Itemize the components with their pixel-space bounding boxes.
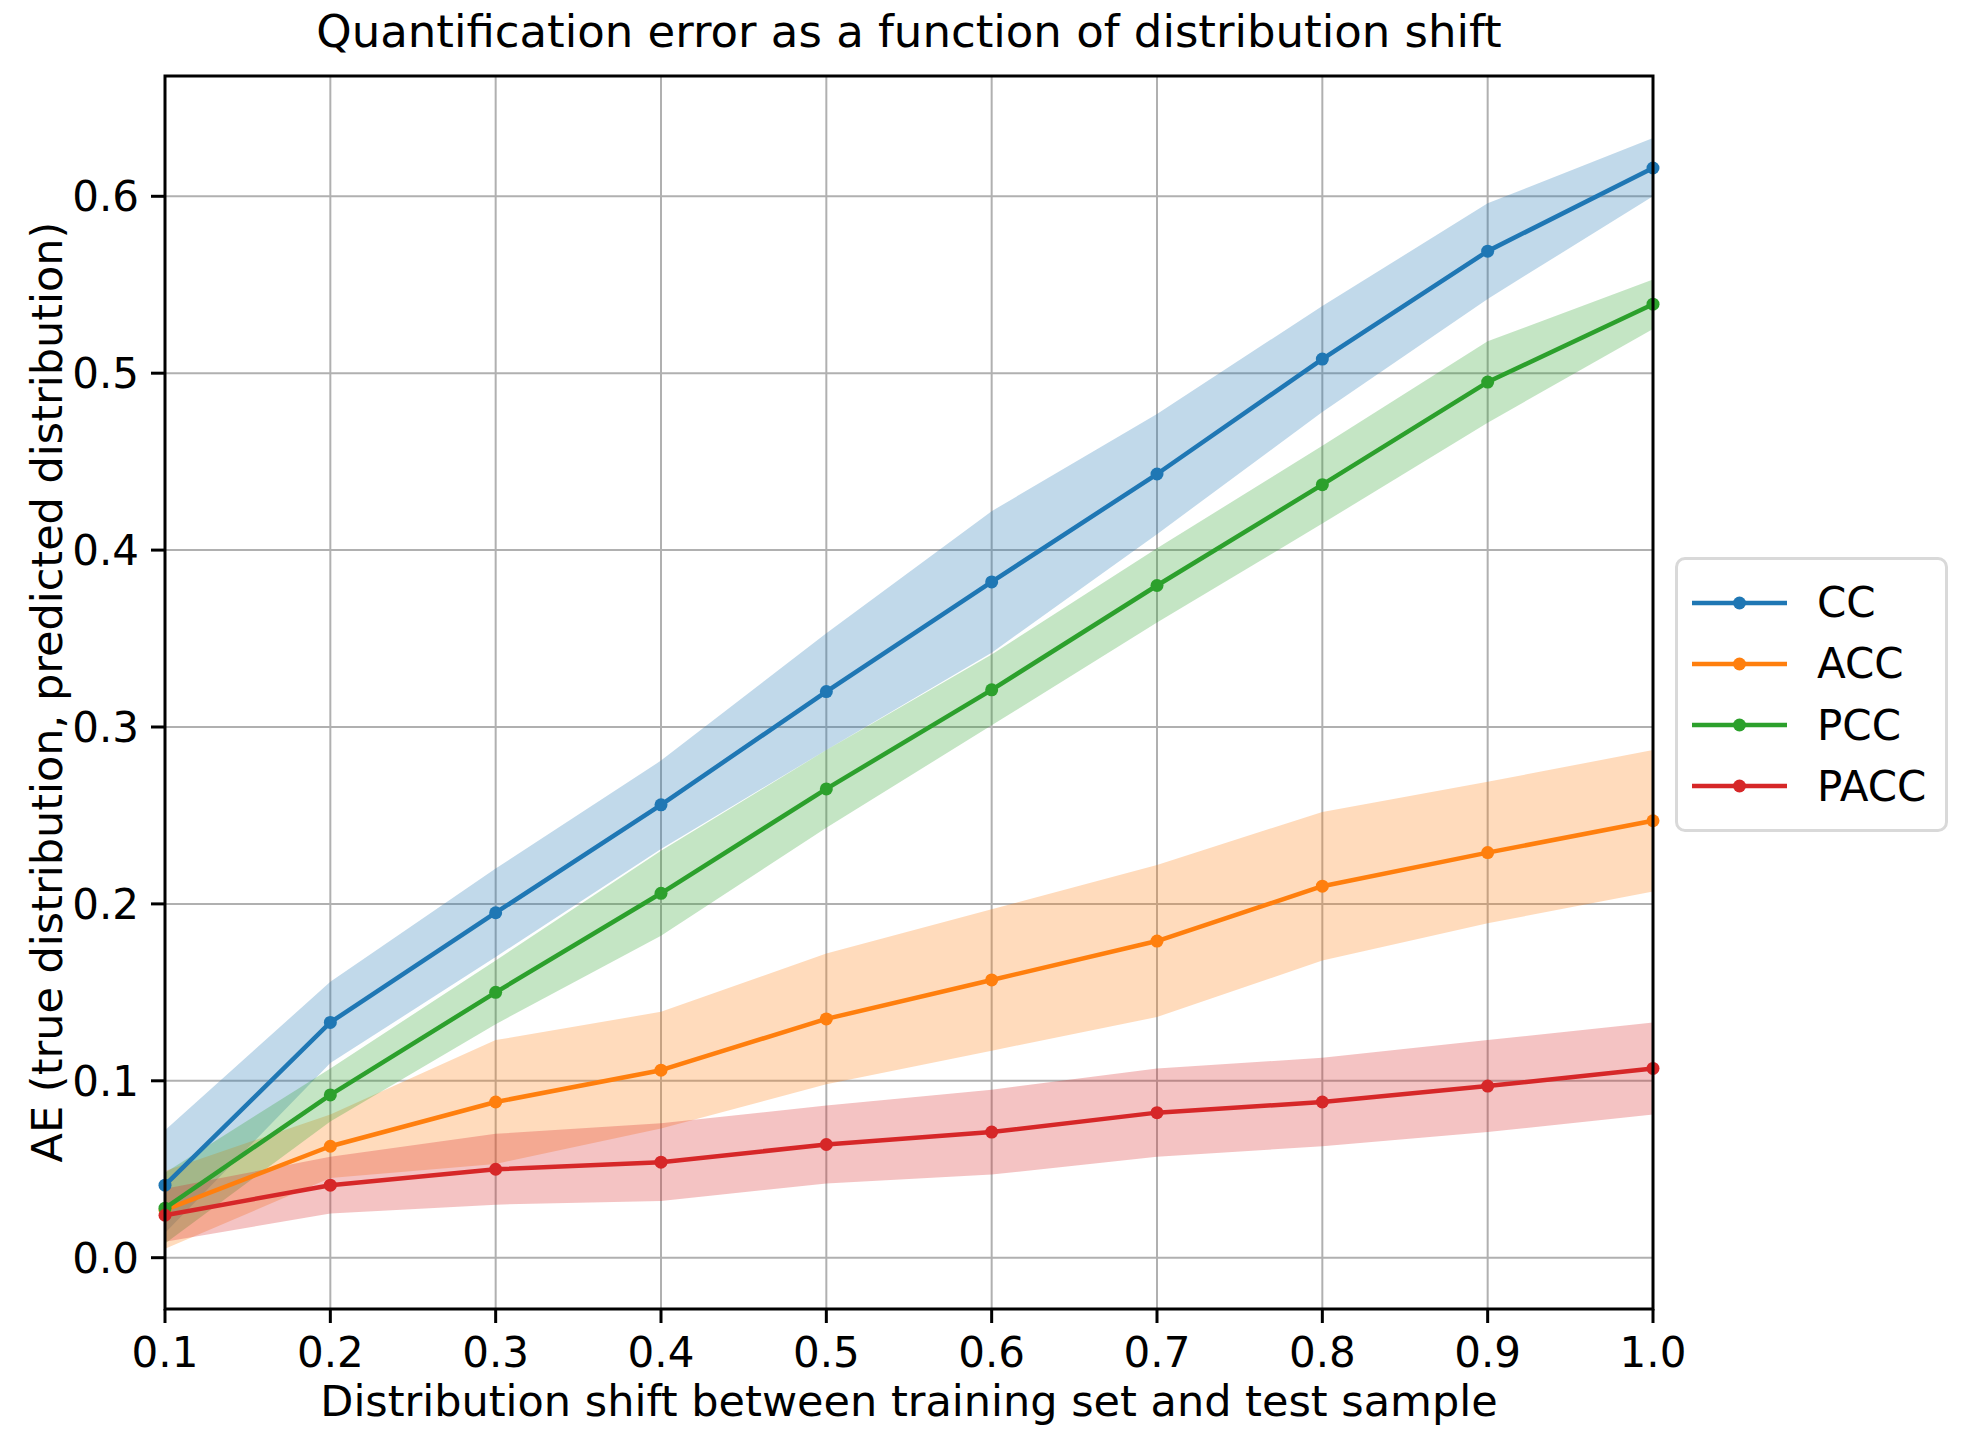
legend-item-label: CC bbox=[1817, 578, 1876, 627]
legend-item: PCC bbox=[1692, 701, 1945, 750]
x-tick-label: 0.5 bbox=[793, 1328, 860, 1377]
acc-marker bbox=[489, 1096, 502, 1109]
legend-line-sample bbox=[1692, 594, 1787, 612]
cc-marker bbox=[1481, 245, 1494, 258]
legend-item-label: PACC bbox=[1817, 762, 1926, 811]
legend-item: PACC bbox=[1692, 762, 1945, 811]
y-tick-label: 0.5 bbox=[72, 349, 139, 398]
pacc-marker bbox=[1481, 1080, 1494, 1093]
pacc-marker bbox=[324, 1179, 337, 1192]
pcc-marker bbox=[324, 1088, 337, 1101]
legend-line-sample bbox=[1692, 655, 1787, 673]
pcc-marker bbox=[1481, 376, 1494, 389]
y-tick-label: 0.6 bbox=[72, 172, 139, 221]
x-tick-label: 0.7 bbox=[1124, 1328, 1191, 1377]
x-tick-label: 0.6 bbox=[958, 1328, 1025, 1377]
cc-marker bbox=[324, 1016, 337, 1029]
x-tick-label: 0.3 bbox=[462, 1328, 529, 1377]
x-tick-label: 0.8 bbox=[1289, 1328, 1356, 1377]
pcc-marker bbox=[1316, 478, 1329, 491]
cc-marker bbox=[655, 798, 668, 811]
pcc-marker bbox=[985, 683, 998, 696]
figure: Quantification error as a function of di… bbox=[0, 0, 1969, 1446]
pcc-marker bbox=[489, 986, 502, 999]
y-tick-label: 0.1 bbox=[72, 1057, 139, 1106]
pacc-marker bbox=[655, 1156, 668, 1169]
x-tick-label: 0.4 bbox=[628, 1328, 695, 1377]
plot-area: 0.1 0.2 0.3 0.4 0.5 0.6 0.7 0.8 0.9 1.0 0.0 0.1 0.2 0… bbox=[0, 0, 1969, 1446]
pcc-marker bbox=[655, 887, 668, 900]
cc-marker bbox=[1316, 353, 1329, 366]
pcc-marker bbox=[820, 782, 833, 795]
cc-marker bbox=[1151, 468, 1164, 481]
pacc-marker bbox=[820, 1138, 833, 1151]
acc-marker bbox=[985, 973, 998, 986]
acc-marker bbox=[820, 1012, 833, 1025]
pacc-marker bbox=[1151, 1106, 1164, 1119]
cc-marker bbox=[985, 575, 998, 588]
x-tick-label: 1.0 bbox=[1620, 1328, 1687, 1377]
cc-marker bbox=[489, 906, 502, 919]
pcc-marker bbox=[1151, 579, 1164, 592]
pacc-marker bbox=[489, 1163, 502, 1176]
legend-item: CC bbox=[1692, 578, 1945, 627]
y-tick-label: 0.0 bbox=[72, 1234, 139, 1283]
y-tick-label: 0.3 bbox=[72, 703, 139, 752]
acc-marker bbox=[324, 1140, 337, 1153]
legend-item-label: PCC bbox=[1817, 701, 1901, 750]
x-tick-label: 0.2 bbox=[297, 1328, 364, 1377]
y-tick-label: 0.4 bbox=[72, 526, 139, 575]
x-tick-label: 0.1 bbox=[132, 1328, 199, 1377]
acc-marker bbox=[655, 1064, 668, 1077]
acc-marker bbox=[1481, 846, 1494, 859]
legend-item-label: ACC bbox=[1817, 639, 1904, 688]
pacc-marker bbox=[985, 1126, 998, 1139]
cc-marker bbox=[820, 685, 833, 698]
x-tick-label: 0.9 bbox=[1454, 1328, 1521, 1377]
acc-marker bbox=[1316, 880, 1329, 893]
pacc-marker bbox=[1316, 1096, 1329, 1109]
y-tick-label: 0.2 bbox=[72, 880, 139, 929]
legend-item: ACC bbox=[1692, 639, 1945, 688]
legend: CC ACC PCC PACC bbox=[1675, 557, 1948, 832]
legend-line-sample bbox=[1692, 716, 1787, 734]
legend-line-sample bbox=[1692, 777, 1787, 795]
acc-marker bbox=[1151, 935, 1164, 948]
